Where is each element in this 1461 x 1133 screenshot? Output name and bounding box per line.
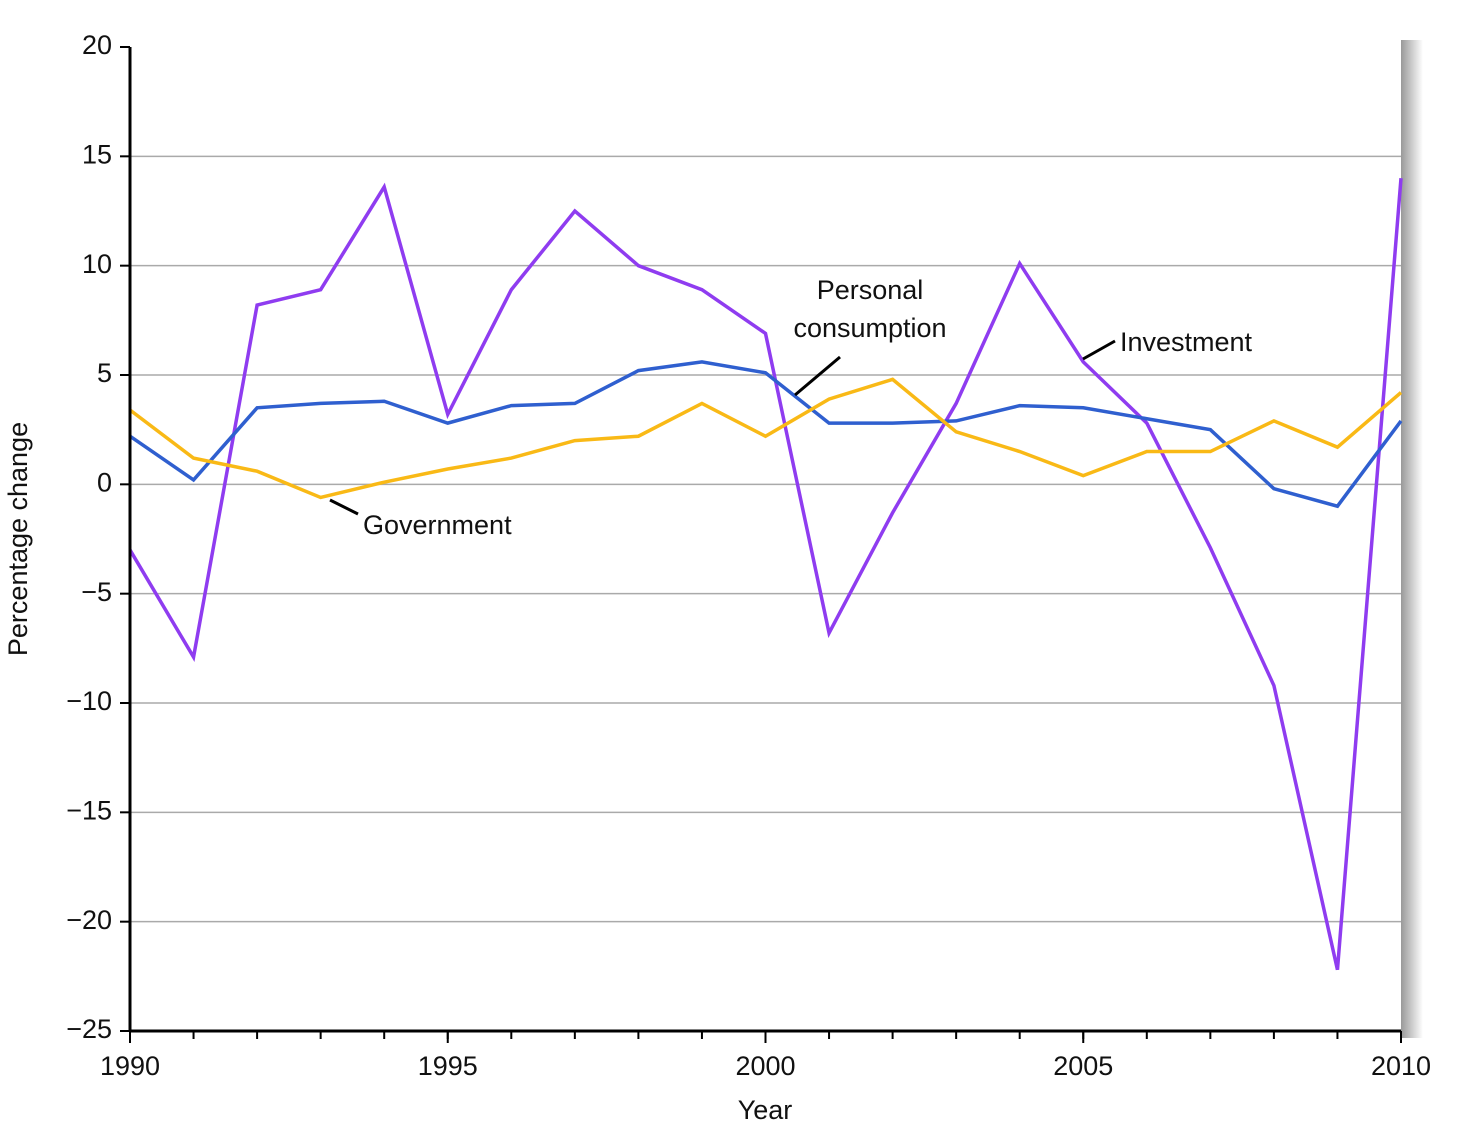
x-tick-label: 2010	[1371, 1051, 1431, 1081]
y-tick-label: 20	[82, 30, 112, 60]
y-tick-label: −25	[66, 1014, 112, 1044]
x-tick-label: 1995	[418, 1051, 478, 1081]
y-tick-label: 0	[97, 467, 112, 497]
annotation: Government	[363, 510, 512, 540]
y-tick-label: 10	[82, 249, 112, 279]
leader-line	[794, 355, 841, 397]
y-tick-label: −20	[66, 905, 112, 935]
annotation: Personal consumption	[793, 275, 947, 343]
y-tick-label: −10	[66, 686, 112, 716]
y-tick-label: 15	[82, 139, 112, 169]
series-line	[128, 178, 1403, 971]
annotation: Investment	[1120, 327, 1253, 357]
y-axis-title: Percentage change	[3, 422, 33, 656]
x-tick-label: 2005	[1053, 1051, 1113, 1081]
leader-line	[329, 498, 359, 516]
x-tick-label: 1990	[100, 1051, 160, 1081]
x-tick-label: 2000	[735, 1051, 795, 1081]
y-tick-label: −5	[81, 577, 112, 607]
leader-line	[1082, 339, 1116, 361]
shadow	[1401, 40, 1423, 1038]
series-line	[128, 377, 1403, 500]
x-axis-title: Year	[738, 1095, 793, 1125]
y-tick-label: 5	[97, 358, 112, 388]
y-tick-label: −15	[66, 795, 112, 825]
plot-area	[130, 47, 1401, 1031]
series-line	[129, 360, 1403, 509]
